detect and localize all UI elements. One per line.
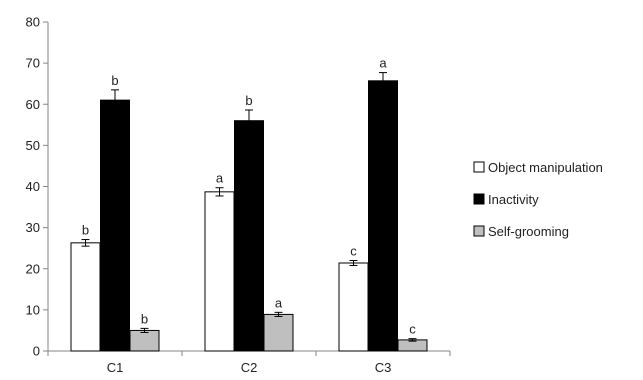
x-tick-label: C3 xyxy=(375,360,392,375)
significance-label: b xyxy=(82,223,89,238)
legend: Object manipulation Inactivity Self-groomi… xyxy=(473,160,603,239)
bar-object-manipulation-c2 xyxy=(204,191,235,352)
bar-inactivity-c3 xyxy=(368,80,398,352)
y-tick-label: 50 xyxy=(26,138,40,153)
y-tick-label: 70 xyxy=(26,56,40,71)
y-tick-label: 80 xyxy=(26,15,40,30)
y-tick-label: 20 xyxy=(26,261,40,276)
significance-label: a xyxy=(216,171,224,186)
y-axis: 0 10 20 30 40 50 60 70 80 xyxy=(26,15,49,359)
significance-label: c xyxy=(350,244,357,259)
significance-label: b xyxy=(141,311,148,326)
y-tick-label: 40 xyxy=(26,179,40,194)
legend-label: Inactivity xyxy=(488,192,539,207)
legend-swatch xyxy=(473,161,485,173)
y-tick-label: 10 xyxy=(26,302,40,317)
bar-self-grooming-c1 xyxy=(129,329,160,352)
significance-label: a xyxy=(275,295,283,310)
bar-inactivity-c1 xyxy=(100,99,130,352)
legend-label: Object manipulation xyxy=(488,160,603,175)
legend-swatch xyxy=(473,225,485,237)
bar-object-manipulation-c1 xyxy=(70,242,101,352)
bars: b b b a b a c a c xyxy=(70,56,428,352)
y-tick-label: 30 xyxy=(26,220,40,235)
y-tick-label: 60 xyxy=(26,97,40,112)
bar-object-manipulation-c3 xyxy=(338,262,369,352)
bar-inactivity-c2 xyxy=(234,120,264,352)
significance-label: b xyxy=(245,93,252,108)
legend-swatch xyxy=(473,193,485,205)
x-tick-label: C1 xyxy=(107,360,124,375)
bar-self-grooming-c2 xyxy=(263,313,294,352)
significance-label: a xyxy=(379,56,387,71)
x-tick-label: C2 xyxy=(241,360,258,375)
x-axis: C1 C2 C3 xyxy=(47,350,451,375)
legend-label: Self-grooming xyxy=(488,224,569,239)
y-tick-label: 0 xyxy=(33,344,40,359)
significance-label: c xyxy=(409,322,416,337)
significance-label: b xyxy=(111,73,118,88)
